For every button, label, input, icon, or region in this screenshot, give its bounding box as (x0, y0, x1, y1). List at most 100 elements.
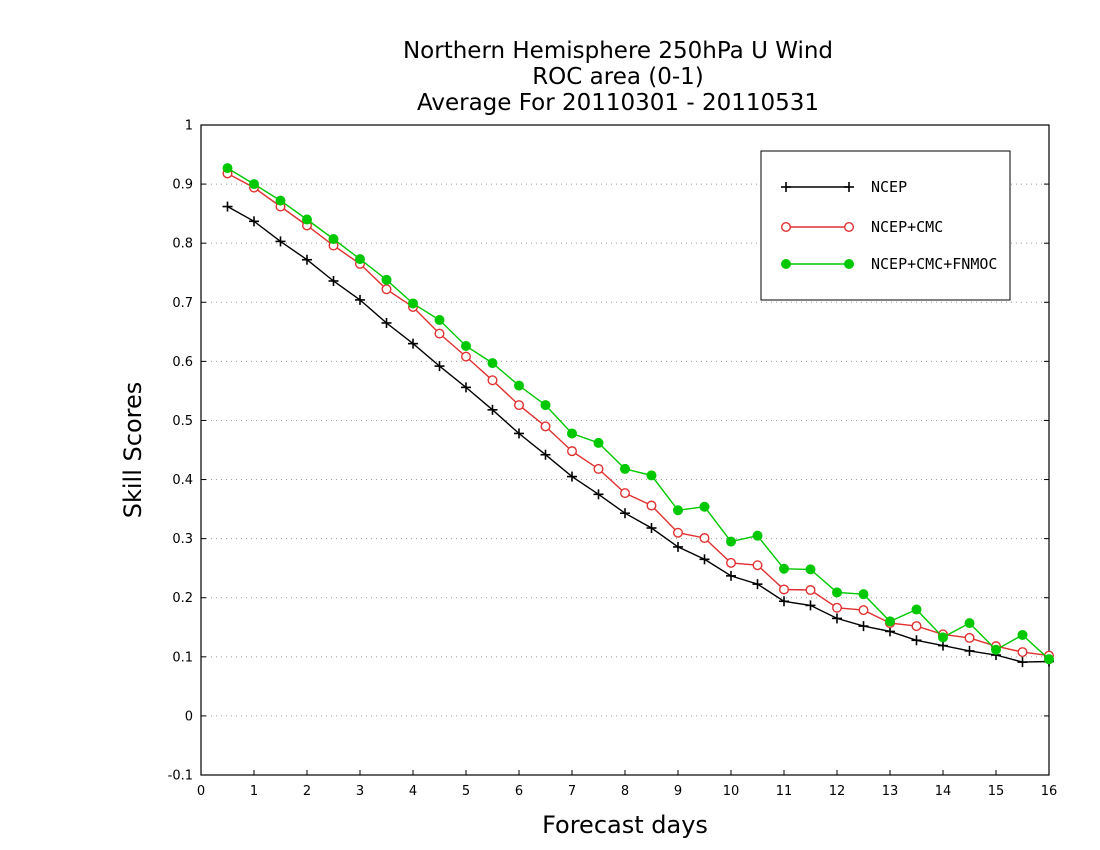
series-2-point (487, 375, 498, 386)
series-1-point (726, 570, 736, 581)
y-tick-label: 0.4 (172, 473, 193, 488)
y-tick-label: 0.5 (172, 414, 193, 429)
series-1-point (964, 645, 975, 656)
chart-title-line-2: ROC area (0-1) (532, 64, 704, 90)
x-tick-label: 12 (829, 784, 846, 799)
x-tick-label: 15 (988, 784, 1005, 799)
series-3-point (752, 530, 763, 541)
series-2-point (514, 400, 525, 411)
series-3-point (1017, 629, 1028, 640)
legend-marker (844, 182, 854, 192)
x-tick-label: 11 (776, 784, 793, 799)
series-3 (222, 163, 1054, 665)
x-tick-label: 6 (515, 784, 523, 799)
x-tick-label: 1 (250, 784, 258, 799)
series-1-point (646, 523, 657, 533)
legend-marker (781, 259, 791, 269)
series-3-point (991, 644, 1001, 655)
legend-item: NCEP+CMC+FNMOC (781, 255, 997, 273)
legend-marker (781, 182, 791, 192)
series-3-point (355, 254, 365, 265)
y-tick-label: 0.8 (172, 237, 193, 252)
series-2-point (779, 584, 790, 595)
series-1-point (593, 489, 604, 500)
y-tick-label: 0.3 (172, 532, 193, 547)
series-3-point (726, 536, 736, 547)
legend-marker (844, 259, 854, 269)
y-axis-title: Skill Scores (119, 382, 147, 519)
series-3-point (275, 195, 286, 206)
y-tick-label: 0 (185, 709, 193, 724)
series-3-point (832, 587, 842, 598)
series-3-point (593, 437, 604, 448)
x-tick-label: 4 (409, 784, 417, 799)
series-1-point (302, 254, 312, 265)
series-1-point (1017, 657, 1028, 668)
series-2-point (593, 463, 604, 474)
series-3-point (646, 470, 657, 481)
series-3-point (514, 380, 524, 391)
legend-marker (844, 221, 855, 232)
legend-marker (781, 221, 792, 232)
legend-label: NCEP (871, 178, 907, 196)
series-2-point (1017, 647, 1028, 658)
series-1-point (673, 541, 683, 552)
x-axis-ticks: 0 1 2 3 4 5 6 7 8 9 10 11 12 13 14 15 16 (197, 770, 1057, 799)
y-tick-label: 1 (185, 119, 193, 134)
legend-label: NCEP+CMC (871, 218, 943, 236)
x-tick-label: 16 (1041, 784, 1058, 799)
y-tick-label: 0.6 (172, 355, 193, 370)
legend-label: NCEP+CMC+FNMOC (871, 255, 997, 273)
series-1-point (408, 338, 418, 349)
series-2-point (726, 557, 737, 568)
legend-item: NCEP (781, 178, 907, 196)
series-2-point (381, 284, 392, 295)
series-2-point (540, 421, 551, 432)
series-3-point (911, 604, 922, 615)
y-tick-label: -0.1 (168, 769, 193, 784)
series-3-point (328, 234, 339, 245)
series-2-point (461, 351, 472, 362)
series-2-point (858, 605, 869, 616)
series-3-point (222, 163, 233, 174)
series-1-point (567, 471, 577, 482)
x-tick-label: 2 (303, 784, 311, 799)
series-3-point (673, 505, 683, 516)
series-3-point (805, 564, 816, 575)
y-tick-label: 0.1 (172, 650, 193, 665)
series-1-point (328, 276, 339, 286)
series-3-point (567, 428, 577, 439)
x-tick-label: 13 (882, 784, 899, 799)
series-2-point (832, 602, 843, 613)
series-3-point (964, 618, 975, 629)
series-3-point (381, 274, 392, 285)
series-1-point (222, 201, 233, 212)
series-3-point (938, 632, 948, 643)
y-axis-ticks: -0.1 0 0.1 0.2 0.3 0.4 0.5 0.6 0.7 0.8 0.9 1 (168, 119, 1049, 784)
series-1-point (434, 361, 445, 372)
x-tick-label: 14 (935, 784, 952, 799)
series-1-point (275, 236, 286, 247)
series-3-point (779, 563, 789, 574)
x-tick-label: 0 (197, 784, 205, 799)
series-2-point (567, 446, 578, 457)
series-3-point (302, 214, 312, 225)
y-tick-label: 0.2 (172, 591, 193, 606)
series-1-point (487, 404, 498, 415)
legend-item: NCEP+CMC (781, 218, 943, 236)
series-3-point (885, 616, 895, 627)
x-tick-label: 7 (568, 784, 576, 799)
legend: NCEP NCEP+CMC NCEP+CMC+FNMOC (760, 150, 1011, 301)
series-2-point (752, 560, 763, 571)
series-3-point (487, 358, 498, 369)
chart-title-line-1: Northern Hemisphere 250hPa U Wind (403, 38, 833, 64)
x-tick-label: 8 (621, 784, 629, 799)
series-1-point (752, 579, 763, 590)
series-3-point (249, 179, 259, 190)
legend-box (760, 150, 1011, 301)
series-3-point (434, 315, 445, 325)
series-1-point (461, 382, 471, 393)
series-2-point (620, 488, 631, 499)
series-1-point (832, 613, 842, 624)
